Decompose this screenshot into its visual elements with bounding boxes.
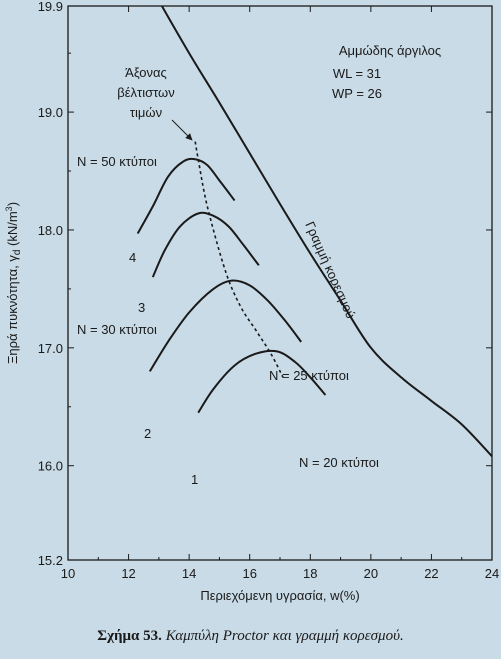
x-tick-label-16: 16: [242, 566, 256, 581]
series-label-n30: N = 30 κτύποι: [77, 322, 157, 337]
optimum-label-line-1: Άξονας: [125, 65, 167, 80]
curve-number-3: 3: [138, 300, 145, 315]
x-tick-label-20: 20: [364, 566, 378, 581]
caption-text: Καμπύλη Proctor και γραμμή κορεσμού.: [161, 628, 404, 644]
saturation-line-label: Γραμμή κορεσμού: [302, 219, 358, 321]
proctor-curve-3: [151, 211, 260, 278]
proctor-curve-4: [136, 157, 236, 234]
optimum-label-arrow: [171, 119, 193, 141]
optimum-label-line-2: βέλτιστων: [117, 85, 174, 100]
y-tick-label-18: 18.0: [38, 223, 63, 238]
x-tick-label-14: 14: [182, 566, 196, 581]
y-tick-label-15.2: 15.2: [38, 553, 63, 568]
y-axis-ticks: 15.2 16.0 17.0 18.0 19.0 19.9: [38, 0, 492, 568]
material-wp: WP = 26: [332, 86, 382, 101]
curve-number-1: 1: [191, 472, 198, 487]
y-tick-label-16: 16.0: [38, 459, 63, 474]
y-axis-label: Ξηρά πυκνότητα, γd (kN/m3): [4, 202, 23, 364]
x-tick-label-12: 12: [121, 566, 135, 581]
figure-caption: Σχήμα 53. Καμπύλη Proctor και γραμμή κορ…: [0, 628, 501, 645]
curve-number-4: 4: [129, 250, 136, 265]
proctor-curves: [136, 157, 327, 414]
material-legend: Αμμώδης άργιλος WL = 31 WP = 26: [332, 43, 441, 101]
compaction-chart: 10 12 14 16 18 20 22 24 15.216.017.018.019.019.…: [4, 0, 499, 603]
optimum-line: [194, 141, 284, 378]
optimum-label-line-3: τιμών: [130, 105, 162, 120]
y-tick-label-19.9: 19.9: [38, 0, 63, 14]
y-tick-label-19: 19.0: [38, 105, 63, 120]
saturation-line: [161, 5, 493, 457]
x-axis-ticks: 10 12 14 16 18 20 22 24: [61, 6, 499, 581]
material-title: Αμμώδης άργιλος: [339, 43, 441, 58]
y-axis-label-close: ): [5, 202, 20, 206]
x-tick-label-22: 22: [424, 566, 438, 581]
y-axis-label-superscript: 3: [4, 206, 14, 211]
x-tick-label-10: 10: [61, 566, 75, 581]
caption-label: Σχήμα 53.: [97, 628, 162, 644]
x-axis-label: Περιεχόμενη υγρασία, w(%): [200, 588, 359, 603]
y-axis-label-main: Ξηρά πυκνότητα, γ: [5, 255, 20, 364]
x-tick-label-24: 24: [485, 566, 499, 581]
series-label-n20: N = 20 κτύποι: [299, 455, 379, 470]
y-axis-label-subscript: d: [12, 250, 23, 256]
proctor-curve-1: [197, 349, 327, 414]
x-tick-label-18: 18: [303, 566, 317, 581]
series-label-n50: N = 50 κτύποι: [77, 154, 157, 169]
y-axis-label-unit: (kN/m: [5, 211, 20, 249]
proctor-curve-2: [148, 279, 302, 372]
y-tick-label-17: 17.0: [38, 341, 63, 356]
optimum-axis-label: Άξονας βέλτιστων τιμών: [117, 65, 174, 120]
curve-number-2: 2: [144, 426, 151, 441]
material-wl: WL = 31: [333, 66, 381, 81]
optimum-line-group: [194, 141, 284, 378]
saturation-line-group: [161, 5, 493, 457]
series-label-n25: N = 25 κτύποι: [269, 368, 349, 383]
